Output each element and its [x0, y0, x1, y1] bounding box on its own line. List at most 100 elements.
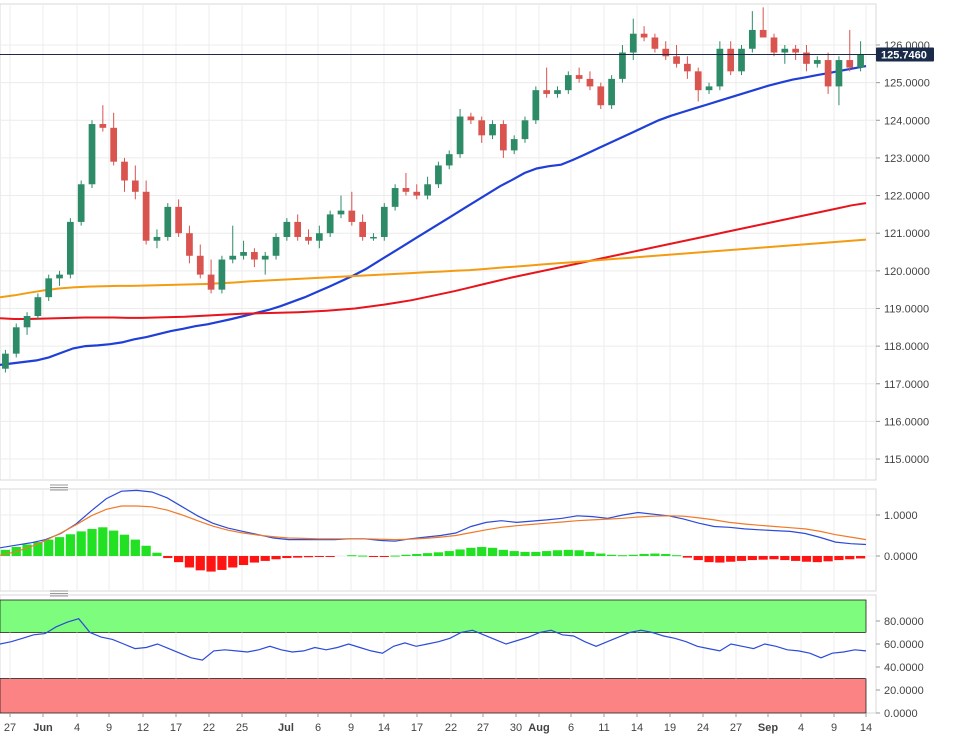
histogram-bar	[455, 549, 465, 556]
histogram-bar	[639, 553, 649, 556]
candle	[337, 195, 345, 219]
histogram-bar	[33, 542, 43, 556]
candle	[294, 214, 302, 241]
rsi-pane: 80.0000 60.0000 40.0000 20.0000 0.0000	[0, 590, 924, 720]
candle	[391, 184, 399, 211]
candle	[489, 120, 496, 140]
candle	[619, 45, 626, 83]
candle	[186, 225, 193, 264]
x-tick-label: Sep	[758, 722, 778, 734]
histogram-bar	[401, 554, 411, 556]
histogram-bar	[303, 556, 314, 558]
price-pane: 126.0000125.0000124.0000123.0000122.0000…	[0, 3, 934, 481]
histogram-bar	[358, 555, 368, 557]
candle	[478, 116, 486, 143]
candle	[435, 161, 442, 189]
candle	[380, 203, 388, 241]
candle	[207, 259, 215, 294]
histogram-bar	[552, 550, 563, 556]
histogram-bar	[119, 534, 130, 556]
candle	[575, 67, 583, 83]
x-tick-label: 22	[203, 722, 215, 734]
x-tick-label: 11	[598, 722, 609, 734]
histogram-bar	[152, 552, 162, 556]
candle	[315, 225, 323, 249]
candle	[359, 214, 366, 241]
x-tick-label: 27	[730, 722, 742, 734]
histogram-bar	[347, 555, 357, 557]
candle	[240, 240, 247, 260]
y-tick-label: 80.0000	[884, 616, 924, 628]
histogram-bar	[726, 556, 736, 562]
histogram-bar	[379, 556, 389, 557]
histogram-bar	[228, 556, 238, 568]
histogram-bar	[163, 556, 173, 559]
candle	[34, 293, 42, 320]
y-tick-label: 0.0000	[884, 708, 918, 720]
candle	[521, 116, 529, 143]
histogram-bar	[628, 554, 638, 556]
y-tick-label: 121.0000	[884, 228, 930, 240]
histogram-bar	[682, 556, 692, 558]
x-tick-label: 27	[4, 722, 16, 734]
candle	[467, 112, 475, 125]
rsi-y-axis: 80.0000 60.0000 40.0000 20.0000 0.0000	[876, 616, 924, 720]
last-price-badge: 125.7460	[876, 47, 934, 62]
macd-lines	[0, 489, 867, 556]
histogram-bar	[661, 553, 671, 556]
histogram-bar	[715, 556, 725, 563]
x-axis: 27 Jun 4 9 12 17 22 25 Jul 6 9 14 17 22 27 30 Aug 6 11 14 19…	[4, 713, 872, 734]
candle	[370, 233, 377, 241]
moving-averages	[0, 65, 867, 366]
candle	[738, 45, 745, 76]
x-tick-label: 22	[445, 722, 457, 734]
candle	[175, 199, 182, 237]
candle	[662, 41, 670, 61]
candle	[121, 157, 128, 192]
histogram-bar	[834, 556, 844, 561]
pane-resize-handle-rsi[interactable]	[50, 590, 68, 597]
histogram-bar	[520, 551, 530, 556]
x-tick-label: 6	[568, 722, 574, 734]
y-tick-label: 123.0000	[884, 153, 930, 165]
histogram-bar	[531, 551, 541, 556]
histogram-bar	[650, 553, 660, 556]
y-tick-label: 117.0000	[884, 379, 929, 391]
rsi-line	[0, 618, 867, 661]
histogram-bar	[293, 556, 303, 558]
candle	[218, 255, 226, 294]
histogram-bar	[0, 549, 11, 556]
candle	[164, 203, 172, 241]
candle	[684, 56, 691, 79]
ma-line-slow	[0, 238, 867, 299]
histogram-bar	[466, 547, 476, 556]
histogram-bar	[617, 555, 628, 557]
histogram-bar	[823, 556, 833, 562]
histogram-bar	[693, 556, 703, 561]
x-tick-label: 30	[510, 722, 522, 734]
histogram-bar	[412, 553, 422, 556]
histogram-bar	[812, 556, 822, 563]
pane-resize-handle-macd[interactable]	[50, 484, 68, 491]
histogram-bar	[141, 545, 151, 556]
histogram-bar	[704, 556, 714, 563]
candle	[348, 191, 356, 226]
candle	[110, 112, 118, 166]
histogram-bar	[76, 531, 86, 556]
histogram-bar	[54, 537, 65, 556]
candle	[261, 252, 269, 275]
candle	[727, 41, 735, 76]
candle	[705, 82, 713, 94]
histogram-bar	[477, 546, 487, 556]
candle	[629, 18, 637, 61]
histogram-bar	[758, 556, 768, 560]
histogram-bar	[596, 553, 606, 556]
candle	[640, 26, 648, 42]
candle	[824, 52, 832, 94]
histogram-bar	[607, 554, 617, 556]
candle	[251, 248, 258, 268]
oversold-zone	[0, 678, 867, 714]
candle	[445, 150, 453, 170]
histogram-bar	[433, 552, 444, 556]
candle	[67, 218, 74, 279]
